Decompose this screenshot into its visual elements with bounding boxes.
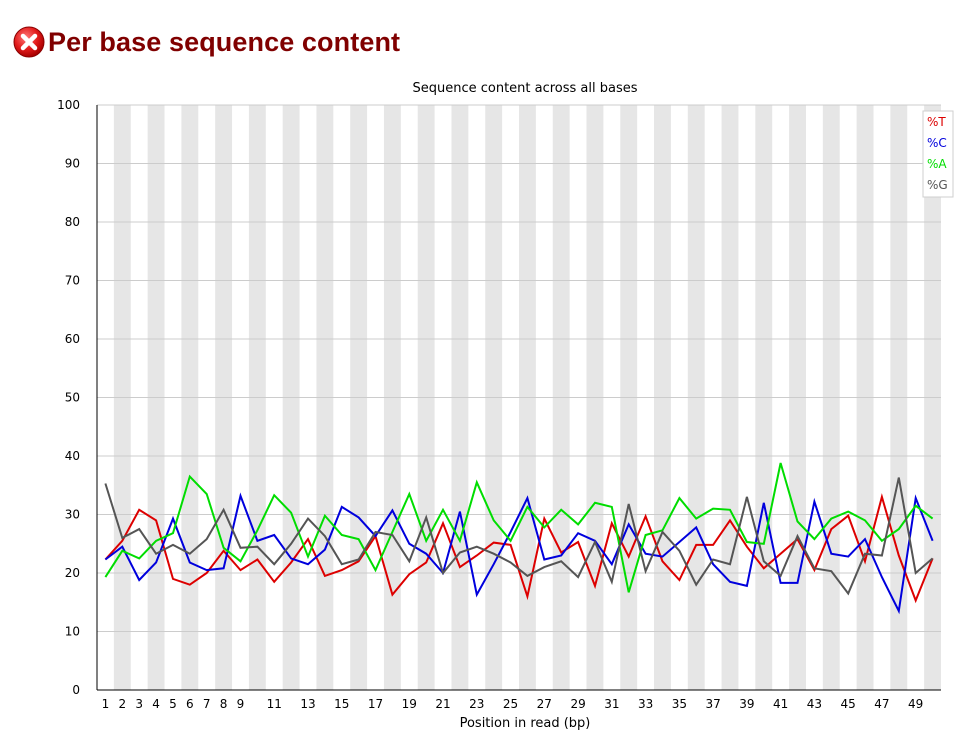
- x-tick-label: 43: [807, 697, 822, 711]
- x-tick-label: 27: [537, 697, 552, 711]
- legend-entry: %G: [927, 178, 948, 192]
- y-tick-label: 90: [65, 157, 80, 171]
- y-tick-label: 10: [65, 625, 80, 639]
- legend: %T %C %A %G: [922, 110, 954, 198]
- x-tick-label: 33: [638, 697, 653, 711]
- y-tick-label: 60: [65, 332, 80, 346]
- x-tick-label: 7: [203, 697, 211, 711]
- x-tick-label: 29: [570, 697, 585, 711]
- x-axis-label: Position in read (bp): [460, 716, 591, 731]
- x-tick-label: 11: [267, 697, 282, 711]
- y-tick-label: 100: [57, 98, 80, 112]
- legend-box: [922, 110, 954, 198]
- y-tick-label: 70: [65, 274, 80, 288]
- legend-entry: %T: [927, 115, 946, 129]
- x-tick-label: 6: [186, 697, 194, 711]
- y-tick-label: 80: [65, 215, 80, 229]
- x-tick-label: 5: [169, 697, 177, 711]
- x-tick-label: 8: [220, 697, 228, 711]
- series-line-pct-a: [104, 462, 934, 593]
- series-lines: [104, 462, 934, 615]
- x-tick-label: 45: [841, 697, 856, 711]
- y-tick-label: 20: [65, 566, 80, 580]
- x-tick-label: 3: [135, 697, 143, 711]
- x-tick-label: 35: [672, 697, 687, 711]
- module-header: Per base sequence content: [12, 22, 400, 62]
- x-tick-label: 31: [604, 697, 619, 711]
- page-title: Per base sequence content: [48, 26, 401, 57]
- y-tick-label: 40: [65, 449, 80, 463]
- x-tick-label: 25: [503, 697, 518, 711]
- x-tick-label: 17: [368, 697, 383, 711]
- legend-entry: %A: [927, 157, 947, 171]
- x-tick-label: 9: [237, 697, 245, 711]
- x-tick-label: 15: [334, 697, 349, 711]
- x-tick-label: 1: [102, 697, 110, 711]
- x-tick-label: 4: [152, 697, 160, 711]
- y-tick-label: 30: [65, 508, 80, 522]
- x-tick-label: 41: [773, 697, 788, 711]
- x-tick-label: 39: [739, 697, 754, 711]
- chart-title: Sequence content across all bases: [412, 81, 637, 96]
- x-tick-label: 37: [705, 697, 720, 711]
- x-tick-label: 23: [469, 697, 484, 711]
- column-stripes: [113, 105, 941, 690]
- x-tick-label: 49: [908, 697, 923, 711]
- series-line-pct-g: [104, 477, 934, 596]
- x-tick-label: 13: [300, 697, 315, 711]
- legend-entry: %C: [927, 136, 947, 150]
- x-tick-label: 21: [435, 697, 450, 711]
- y-tick-label: 50: [65, 391, 80, 405]
- x-tick-label: 2: [118, 697, 126, 711]
- x-tick-label: 19: [402, 697, 417, 711]
- error-icon: [13, 26, 45, 58]
- y-tick-label: 0: [72, 683, 80, 697]
- series-line-pct-c: [104, 492, 934, 615]
- x-tick-label: 47: [874, 697, 889, 711]
